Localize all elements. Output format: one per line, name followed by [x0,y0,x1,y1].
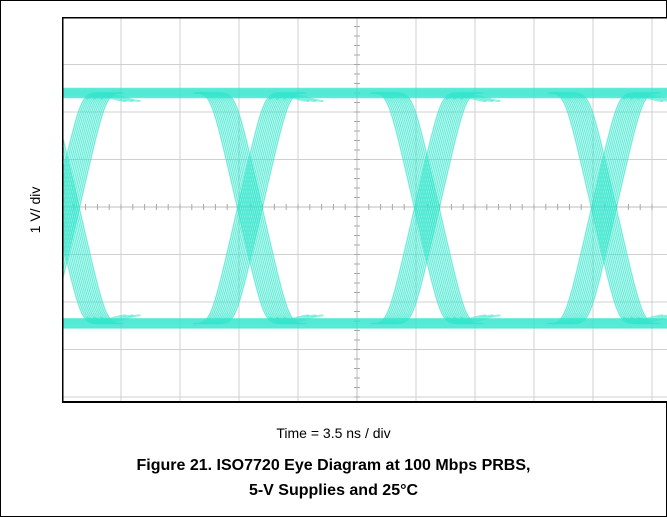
settling-trace [275,314,317,322]
rising-edge-trace [62,92,100,180]
falling-edge-trace [370,92,460,325]
settling-trace [85,314,127,322]
y-axis-label: 1 V/ div [27,186,43,234]
settling-trace [629,94,667,102]
falling-edge-trace [62,171,115,325]
falling-edge-trace [371,92,462,325]
falling-edge-trace [62,228,102,325]
plot-border [62,17,667,403]
settling-trace [268,314,310,322]
falling-edge-trace [62,204,107,325]
signal-traces [62,87,667,329]
settling-trace [445,94,487,102]
settling-trace [629,314,667,322]
falling-edge-trace [548,92,639,325]
settling-trace [92,94,134,102]
settling-trace [268,94,310,102]
settling-trace [85,94,127,102]
settling-trace [459,314,501,322]
settling-trace [99,94,141,102]
plot-area [62,17,667,403]
rising-edge-trace [62,92,107,213]
settling-trace [282,314,324,322]
settling-trace [445,314,487,322]
settling-trace [636,316,667,322]
settling-trace [452,314,494,322]
settling-trace [452,94,494,102]
grid [62,17,667,403]
caption-line-2: 5-V Supplies and 25°C [248,482,419,499]
figure-caption: Figure 21. ISO7720 Eye Diagram at 100 Mb… [0,453,667,503]
settling-trace [622,94,664,102]
settling-trace [282,94,324,102]
caption-line-1: Figure 21. ISO7720 Eye Diagram at 100 Mb… [136,457,531,474]
eye-diagram-plot [62,17,667,403]
falling-edge-trace [193,92,283,325]
settling-trace [459,94,501,102]
settling-trace [636,94,667,101]
settling-trace [99,314,141,322]
settling-trace [275,94,317,102]
settling-trace [92,314,134,322]
settling-trace [622,314,664,322]
falling-edge-trace [194,92,285,325]
rising-edge-trace [62,92,102,188]
falling-edge-trace [547,92,637,325]
x-axis-label: Time = 3.5 ns / div [276,425,391,441]
falling-edge-trace [62,236,100,325]
